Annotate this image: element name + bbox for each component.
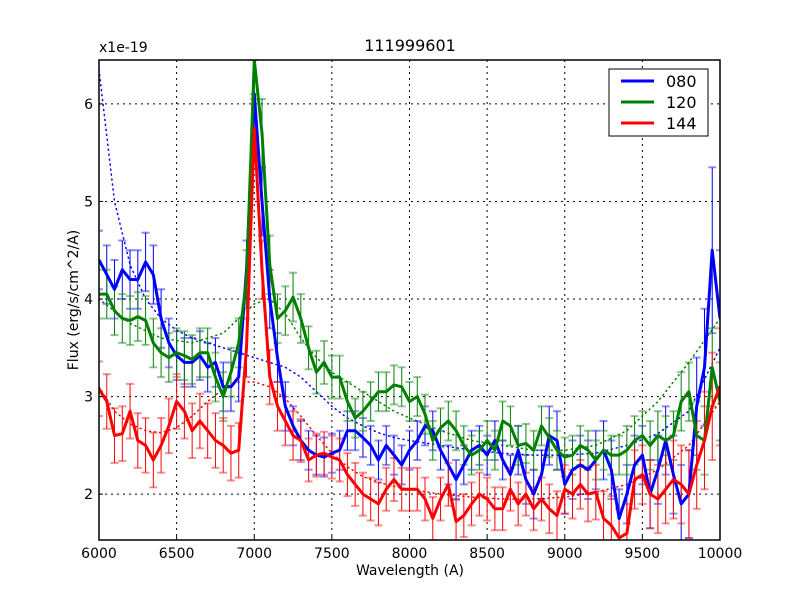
legend-label-120: 120 <box>666 93 697 112</box>
legend-label-144: 144 <box>666 114 697 133</box>
y-offset-label: x1e-19 <box>99 40 148 56</box>
x-tick-label: 7500 <box>314 546 350 562</box>
chart-title: 111999601 <box>364 36 456 55</box>
series-line-080 <box>99 92 720 520</box>
x-axis-label: Wavelength (A) <box>356 563 464 579</box>
x-tick-label: 6000 <box>81 546 117 562</box>
y-axis-ticks: 2 3 4 5 6 <box>84 97 103 503</box>
x-axis-ticks: 6000 6500 7000 7500 8000 8500 9000 9500 10000 <box>81 536 742 562</box>
x-tick-label: 8000 <box>392 546 428 562</box>
y-tick-label: 4 <box>84 292 93 308</box>
legend-item-120: 120 <box>621 93 697 112</box>
series-line-144 <box>99 126 720 540</box>
x-tick-label: 7000 <box>236 546 272 562</box>
x-tick-label: 10000 <box>698 546 743 562</box>
y-tick-label: 2 <box>84 487 93 503</box>
legend-item-144: 144 <box>621 114 697 133</box>
data-lines <box>99 60 720 540</box>
y-tick-label: 5 <box>84 194 93 210</box>
legend: 080 120 144 <box>608 68 709 137</box>
series-line-120 <box>99 60 720 462</box>
x-tick-label: 9500 <box>625 546 661 562</box>
x-tick-label: 8500 <box>469 546 505 562</box>
y-axis-label: Flux (erg/s/cm^2/A) <box>66 230 82 370</box>
legend-label-080: 080 <box>666 72 697 91</box>
y-tick-label: 3 <box>84 390 93 406</box>
y-tick-label: 6 <box>84 97 93 113</box>
legend-item-080: 080 <box>621 72 697 91</box>
x-tick-label: 9000 <box>547 546 583 562</box>
x-tick-label: 6500 <box>159 546 195 562</box>
